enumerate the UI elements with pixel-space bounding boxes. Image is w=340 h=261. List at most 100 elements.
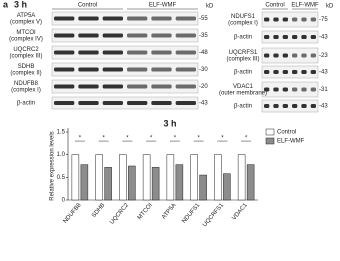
x-tick-label: ATP5A — [161, 202, 178, 220]
row-label: (complex V) — [10, 19, 42, 25]
blot-band — [102, 67, 123, 72]
kd-marker: -48 — [199, 50, 208, 56]
x-tick-label: NDUFB8 — [63, 202, 83, 225]
kd-marker: -35 — [199, 33, 208, 39]
panel-time: 3 h — [14, 0, 27, 9]
blot-box — [261, 11, 319, 28]
kd-unit: kD — [326, 4, 334, 10]
blot-band — [264, 104, 270, 108]
blot-band — [292, 17, 298, 22]
blot-band — [102, 84, 123, 89]
group-label: Control — [265, 3, 284, 9]
blot-box — [51, 79, 199, 94]
bar — [199, 174, 207, 201]
y-tick-label: 0 — [62, 198, 66, 204]
blot-band — [54, 84, 75, 89]
bar — [214, 154, 222, 201]
blot-box — [51, 45, 199, 60]
blot-box — [261, 65, 319, 79]
bar — [151, 167, 160, 201]
legend-label: ELF-WMF — [277, 139, 305, 145]
blot-band — [54, 33, 75, 38]
blot-band — [292, 53, 298, 58]
blot-band — [102, 50, 123, 55]
row-label: UQCRFS1 — [229, 50, 258, 56]
row-label: (complex III) — [9, 53, 42, 59]
blot-box — [261, 30, 319, 44]
y-tick-label: 1.0 — [57, 152, 66, 158]
kd-marker: -43 — [319, 104, 328, 110]
blot-band — [301, 17, 307, 22]
blot-band — [54, 101, 75, 105]
blot-band — [282, 35, 288, 39]
blot-band — [273, 104, 279, 108]
panel-label: a — [3, 0, 9, 9]
kd-marker: -43 — [319, 70, 328, 76]
row-label: (complex I) — [11, 87, 41, 93]
blot-band — [273, 53, 279, 58]
blot-band — [292, 35, 298, 39]
significance-mark: * — [174, 136, 177, 142]
blot-band — [78, 67, 99, 72]
blot-band — [54, 50, 75, 55]
chart-title: 3 h — [163, 118, 176, 128]
group-label: ELF-WMF — [149, 3, 177, 9]
blot-band — [264, 87, 270, 92]
x-tick-label: SDHB — [91, 202, 106, 219]
blot-band — [282, 87, 288, 92]
blot-band — [127, 67, 148, 72]
kd-unit: kD — [206, 4, 214, 10]
significance-mark: * — [197, 136, 200, 142]
bar — [128, 165, 136, 201]
row-label: VDAC1 — [233, 84, 254, 90]
legend-swatch — [265, 128, 275, 136]
blot-band — [127, 33, 148, 38]
blot-band — [301, 104, 307, 108]
blot-box — [261, 81, 319, 98]
kd-marker: -43 — [199, 101, 208, 107]
row-label: (complex IV) — [9, 36, 43, 42]
legend-label: Control — [277, 130, 296, 136]
blot-band — [78, 101, 99, 105]
kd-marker: -55 — [199, 16, 208, 22]
blot-band — [151, 67, 172, 72]
blot-band — [310, 70, 316, 74]
bar — [166, 154, 175, 201]
blot-box — [51, 62, 199, 77]
significance-mark: * — [150, 136, 153, 142]
bar — [223, 173, 231, 201]
row-label: SDHB — [18, 64, 35, 70]
blot-box — [51, 28, 199, 43]
group-label: ELF-WMF — [291, 3, 319, 9]
blot-band — [54, 16, 75, 21]
blot-band — [102, 101, 123, 105]
bar — [95, 154, 103, 201]
blot-band — [78, 16, 99, 21]
blot-box — [261, 99, 319, 113]
row-label: NDUFB8 — [14, 81, 39, 87]
kd-marker: -75 — [319, 17, 328, 23]
blot-band — [310, 53, 316, 58]
blot-box — [51, 11, 199, 26]
blot-band — [282, 53, 288, 58]
blot-band — [175, 67, 196, 72]
blot-band — [264, 35, 270, 39]
kd-marker: -31 — [319, 87, 328, 93]
row-label: (complex III) — [226, 56, 259, 62]
bar — [237, 154, 246, 201]
blot-band — [310, 17, 316, 22]
row-label: (complex I) — [228, 20, 258, 26]
blot-band — [301, 70, 307, 74]
blot-band — [292, 104, 298, 108]
blot-band — [273, 35, 279, 39]
y-tick-label: 0.5 — [57, 175, 66, 181]
x-tick-label: VDAC1 — [231, 202, 249, 222]
blot-band — [127, 101, 148, 105]
y-tick-label: 1.5 — [57, 130, 66, 136]
blot-band — [301, 53, 307, 58]
bar — [71, 154, 80, 201]
blot-box — [261, 47, 319, 64]
significance-mark: * — [245, 136, 248, 142]
blot-band — [175, 101, 196, 105]
